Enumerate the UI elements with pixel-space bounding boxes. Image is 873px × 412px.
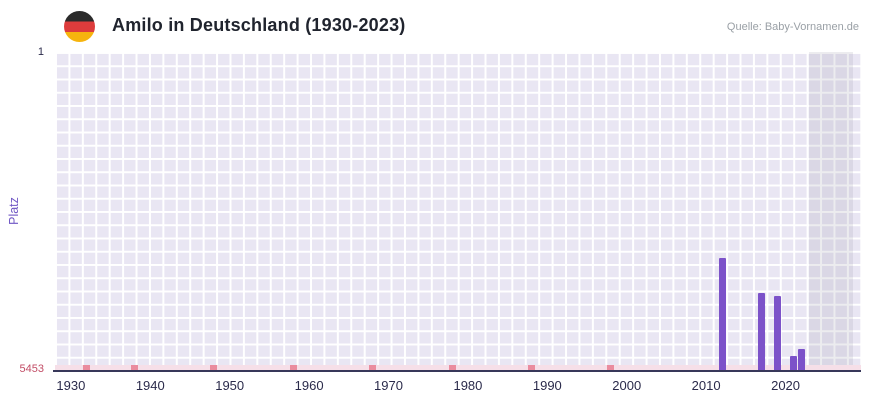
- x-tick-label: 2010: [691, 378, 721, 393]
- baseline-marker: [527, 365, 535, 370]
- x-axis-line: [53, 370, 861, 372]
- x-tick-label: 1950: [215, 378, 245, 393]
- baseline-marker: [448, 365, 456, 370]
- x-axis-ticks: 1930 1940 1950 1960 1970 1980 1990 2000 2010 2020: [55, 378, 861, 398]
- german-flag-icon: [64, 11, 95, 42]
- rank-bar: [797, 349, 805, 370]
- x-tick-label: 2020: [771, 378, 801, 393]
- x-tick-label: 1940: [135, 378, 165, 393]
- plot-area: [55, 52, 861, 370]
- source-credit: Quelle: Baby-Vornamen.de: [726, 21, 859, 33]
- rank-bar: [774, 295, 782, 370]
- baseline-marker: [130, 365, 138, 370]
- rank-bar: [718, 258, 726, 370]
- baseline-marker: [210, 365, 218, 370]
- baseline-marker: [83, 365, 91, 370]
- baseline-marker: [607, 365, 615, 370]
- no-data-band: [809, 52, 854, 370]
- rank-bar: [790, 356, 797, 370]
- x-tick-label: 2000: [612, 378, 642, 393]
- x-tick-label: 1990: [532, 378, 562, 393]
- y-axis-top-tick: 1: [37, 46, 44, 58]
- baseline-strip: [55, 365, 861, 370]
- baseline-marker: [289, 365, 297, 370]
- x-tick-label: 1960: [294, 378, 324, 393]
- x-tick-label: 1930: [56, 378, 86, 393]
- y-axis-label: Platz: [7, 197, 21, 225]
- baseline-marker: [369, 365, 377, 370]
- page-title: Amilo in Deutschland (1930-2023): [112, 15, 406, 35]
- x-tick-label: 1970: [374, 378, 403, 393]
- x-tick-label: 1980: [453, 378, 483, 393]
- y-axis-bottom-tick: 5453: [19, 363, 44, 375]
- rank-bar: [758, 293, 766, 370]
